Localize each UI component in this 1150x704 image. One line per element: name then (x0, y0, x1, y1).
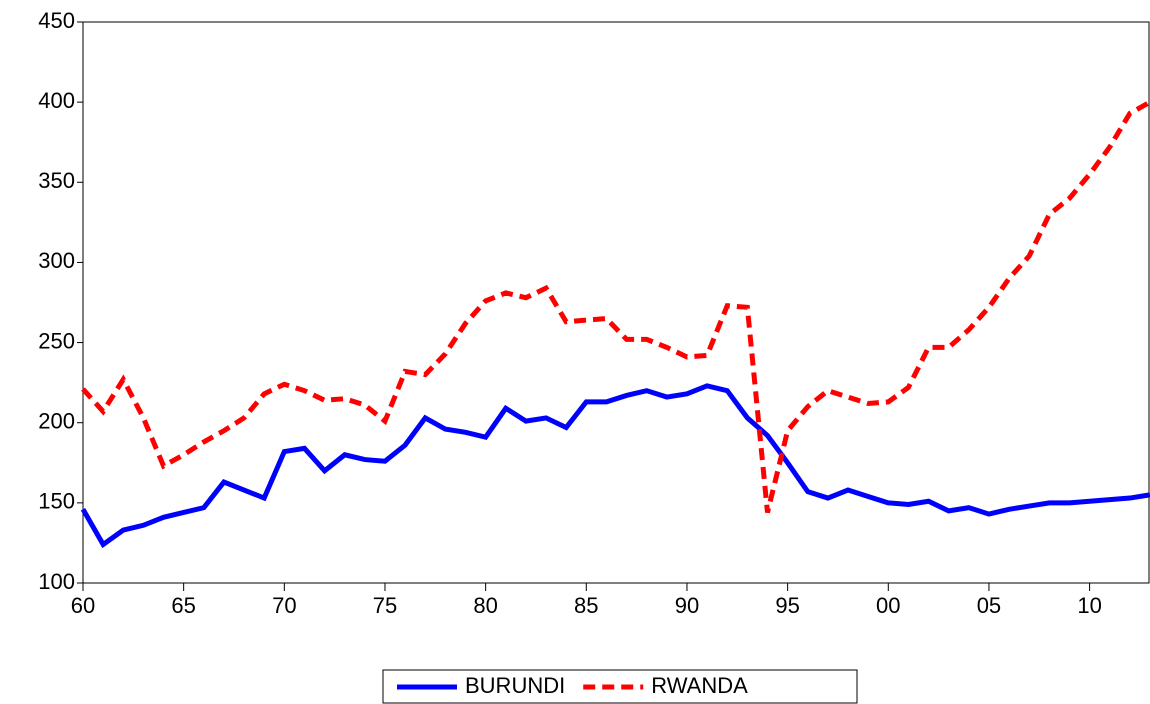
x-tick-label: 05 (977, 593, 1001, 618)
x-tick-label: 75 (373, 593, 397, 618)
x-tick-label: 90 (675, 593, 699, 618)
y-tick-label: 400 (38, 88, 75, 113)
y-tick-label: 450 (38, 8, 75, 33)
x-tick-label: 95 (775, 593, 799, 618)
series-line (81, 99, 1150, 514)
x-tick-label: 10 (1077, 593, 1101, 618)
y-tick-label: 300 (38, 248, 75, 273)
series-line (80, 383, 1150, 549)
y-tick-label: 250 (38, 328, 75, 353)
x-tick-label: 70 (272, 593, 296, 618)
legend-box (382, 669, 858, 704)
plot-frame (82, 21, 1150, 584)
y-tick-label: 100 (38, 569, 75, 594)
y-tick-label: 200 (38, 409, 75, 434)
legend-label: RWANDA (651, 673, 748, 698)
x-tick-label: 80 (473, 593, 497, 618)
x-tick-label: 65 (171, 593, 195, 618)
y-tick-label: 150 (38, 489, 75, 514)
x-tick-label: 85 (574, 593, 598, 618)
x-tick-label: 00 (876, 593, 900, 618)
x-tick-label: 60 (71, 593, 95, 618)
legend-label: BURUNDI (465, 673, 565, 698)
y-tick-label: 350 (38, 168, 75, 193)
